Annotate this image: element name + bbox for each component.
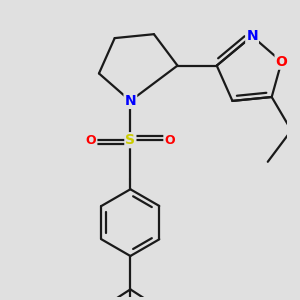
Text: O: O: [164, 134, 175, 147]
Text: N: N: [246, 29, 258, 43]
Text: O: O: [86, 134, 96, 147]
Text: O: O: [276, 55, 287, 69]
Text: N: N: [124, 94, 136, 108]
Text: S: S: [125, 133, 135, 147]
